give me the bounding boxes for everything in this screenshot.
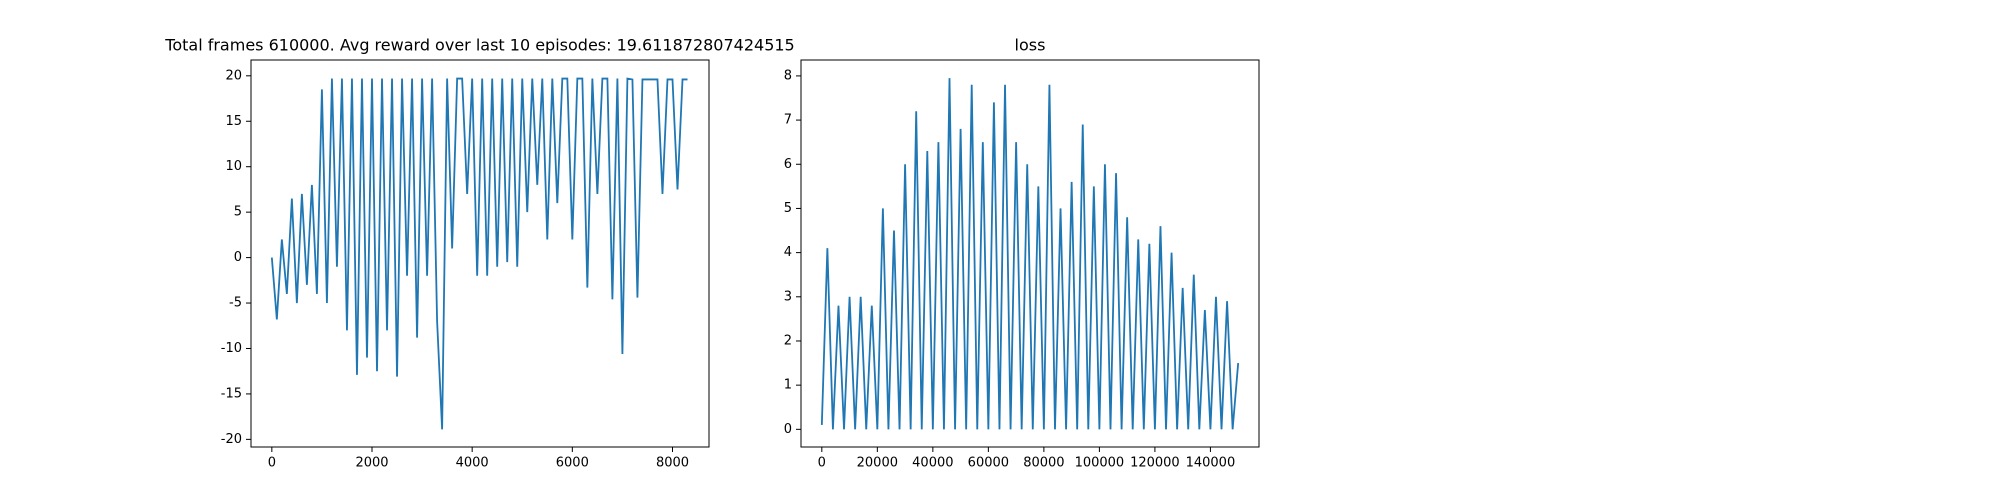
y-tick-label: 10 xyxy=(225,159,242,174)
chart-title: Total frames 610000. Avg reward over las… xyxy=(164,36,794,55)
y-tick-label: 7 xyxy=(784,113,792,128)
x-tick-label: 120000 xyxy=(1130,456,1180,471)
x-tick-label: 80000 xyxy=(1023,456,1064,471)
x-tick-label: 4000 xyxy=(456,456,489,471)
y-tick-label: 6 xyxy=(784,157,792,172)
data-line xyxy=(270,77,688,430)
y-tick-label: 5 xyxy=(784,201,792,216)
y-tick-label: 8 xyxy=(784,68,792,83)
x-tick-label: 0 xyxy=(268,456,276,471)
x-tick-label: 20000 xyxy=(857,456,898,471)
y-tick-label: 0 xyxy=(784,422,792,437)
y-tick-label: 3 xyxy=(784,289,792,304)
y-tick-label: 20 xyxy=(225,68,242,83)
y-tick-label: 2 xyxy=(784,333,792,348)
x-tick-label: 6000 xyxy=(556,456,589,471)
y-tick-label: 4 xyxy=(784,245,792,260)
x-tick-label: 2000 xyxy=(355,456,388,471)
x-tick-label: 8000 xyxy=(656,456,689,471)
chart-title: loss xyxy=(1015,36,1046,55)
y-tick-label: -15 xyxy=(221,386,242,401)
axes-frame xyxy=(250,59,710,448)
x-tick-label: 0 xyxy=(818,456,826,471)
x-tick-label: 60000 xyxy=(968,456,1009,471)
y-tick-label: 5 xyxy=(234,205,242,220)
axes-frame xyxy=(800,59,1260,448)
y-tick-label: -5 xyxy=(229,296,242,311)
y-tick-label: -10 xyxy=(221,341,242,356)
y-tick-label: -20 xyxy=(221,432,242,447)
x-tick-label: 100000 xyxy=(1075,456,1125,471)
x-tick-label: 140000 xyxy=(1186,456,1236,471)
data-line xyxy=(820,78,1240,430)
y-tick-label: 15 xyxy=(225,114,242,129)
y-tick-label: 0 xyxy=(234,250,242,265)
x-tick-label: 40000 xyxy=(912,456,953,471)
y-tick-label: 1 xyxy=(784,378,792,393)
